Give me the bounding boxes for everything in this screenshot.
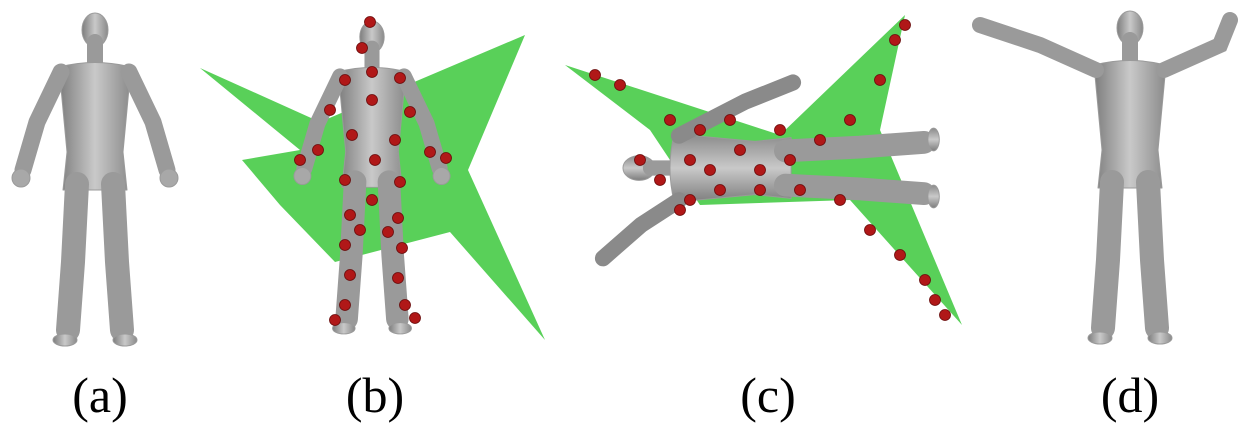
marker	[754, 184, 766, 196]
marker	[294, 154, 306, 166]
marker	[864, 224, 876, 236]
marker	[724, 114, 736, 126]
marker	[589, 69, 601, 81]
marker	[399, 299, 411, 311]
marker	[714, 184, 726, 196]
marker	[834, 194, 846, 206]
marker	[364, 16, 376, 28]
marker	[844, 114, 856, 126]
marker	[339, 239, 351, 251]
marker	[356, 42, 368, 54]
marker	[694, 124, 706, 136]
marker	[684, 154, 696, 166]
marker	[889, 34, 901, 46]
marker	[312, 144, 324, 156]
marker	[919, 274, 931, 286]
marker	[339, 174, 351, 186]
marker	[369, 154, 381, 166]
marker	[440, 152, 452, 164]
marker	[899, 19, 911, 31]
marker	[754, 164, 766, 176]
marker	[354, 224, 366, 236]
marker	[734, 144, 746, 156]
marker	[409, 312, 421, 324]
marker	[329, 314, 341, 326]
panel-label: (b)	[346, 367, 404, 423]
marker	[339, 74, 351, 86]
marker	[344, 269, 356, 281]
marker	[396, 242, 408, 254]
marker	[664, 114, 676, 126]
marker	[684, 194, 696, 206]
body-a	[12, 13, 178, 346]
panel-label: (c)	[740, 367, 796, 423]
marker	[929, 294, 941, 306]
marker	[389, 134, 401, 146]
marker	[404, 106, 416, 118]
marker	[814, 134, 826, 146]
marker	[939, 309, 951, 321]
markers	[294, 16, 951, 326]
marker	[784, 154, 796, 166]
marker	[654, 174, 666, 186]
marker	[634, 154, 646, 166]
marker	[392, 272, 404, 284]
marker	[674, 204, 686, 216]
marker	[346, 129, 358, 141]
marker	[794, 184, 806, 196]
marker	[324, 104, 336, 116]
marker	[424, 146, 436, 158]
marker	[704, 164, 716, 176]
marker	[366, 94, 378, 106]
marker	[344, 209, 356, 221]
marker	[774, 124, 786, 136]
marker	[366, 66, 378, 78]
marker	[874, 74, 886, 86]
marker	[392, 212, 404, 224]
marker	[382, 226, 394, 238]
marker	[339, 299, 351, 311]
marker	[394, 176, 406, 188]
panel-label: (d)	[1101, 367, 1159, 423]
marker	[366, 194, 378, 206]
panel-label: (a)	[72, 367, 128, 423]
marker	[894, 249, 906, 261]
marker	[614, 79, 626, 91]
marker	[394, 72, 406, 84]
body-d	[972, 11, 1238, 344]
